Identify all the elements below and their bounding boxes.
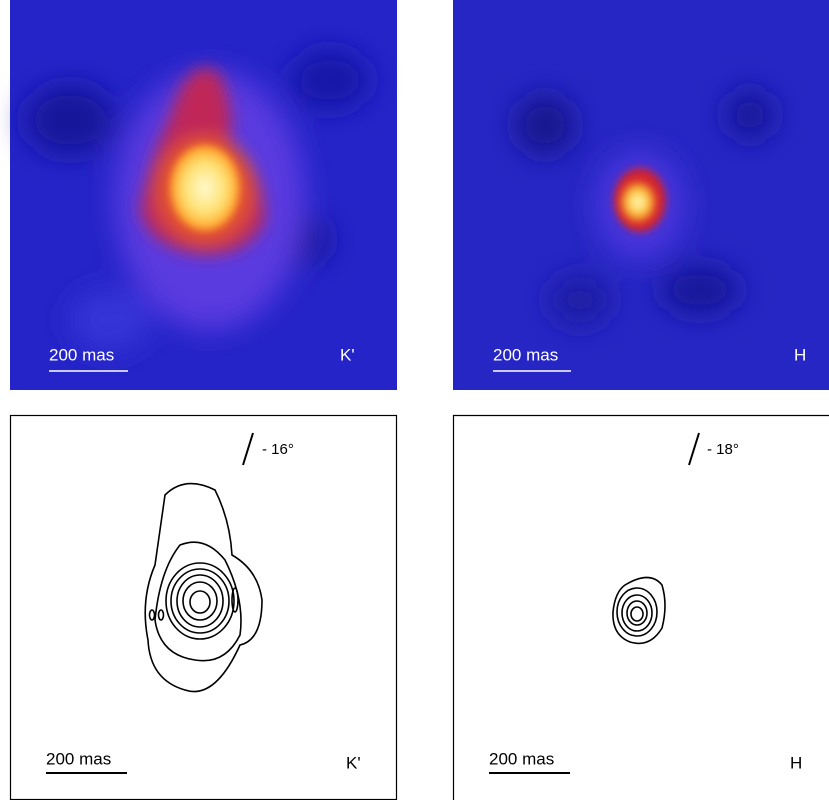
figure: 200 mas K' 200 mas H - 16° 200 xyxy=(0,0,829,800)
image-panel-k: 200 mas K' xyxy=(10,0,397,390)
scale-label: 200 mas xyxy=(49,345,114,364)
contour-panel-h: - 18° 200 mas H xyxy=(454,416,829,800)
angle-label: - 16° xyxy=(262,441,294,458)
scale-label: 200 mas xyxy=(489,749,554,768)
band-label: H xyxy=(794,345,806,364)
scale-label: 200 mas xyxy=(493,345,558,364)
scale-label: 200 mas xyxy=(46,749,111,768)
band-label: K' xyxy=(340,345,355,364)
image-panel-h: 200 mas H xyxy=(453,0,829,390)
band-label: K' xyxy=(346,753,361,772)
band-label: H xyxy=(790,753,802,772)
contour-panel-k: - 16° 200 mas K' xyxy=(11,416,397,800)
angle-label: - 18° xyxy=(707,441,739,458)
